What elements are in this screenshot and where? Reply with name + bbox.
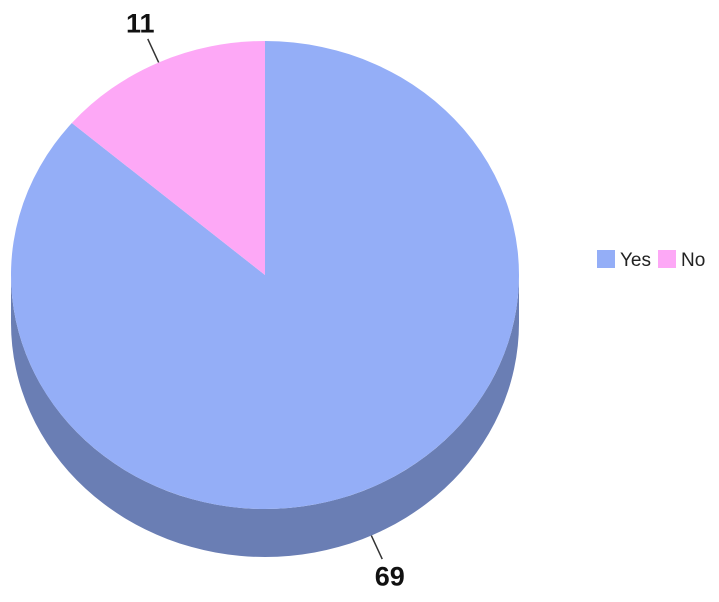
legend-swatch-yes (597, 250, 615, 268)
leader-line-no (147, 38, 160, 63)
data-label-no: 11 (126, 9, 155, 39)
pie-3d-side (11, 275, 519, 557)
data-labels: 69 11 (126, 9, 405, 592)
legend-label-no: No (681, 250, 705, 271)
legend-label-yes: Yes (620, 250, 651, 271)
pie-slices (10, 41, 520, 510)
pie-side-yes (11, 275, 519, 557)
pie-slice-no (71, 41, 265, 275)
leader-line-yes (370, 535, 383, 560)
legend-swatch-no (658, 250, 676, 268)
legend: Yes No (597, 250, 705, 271)
data-label-yes: 69 (375, 561, 405, 591)
